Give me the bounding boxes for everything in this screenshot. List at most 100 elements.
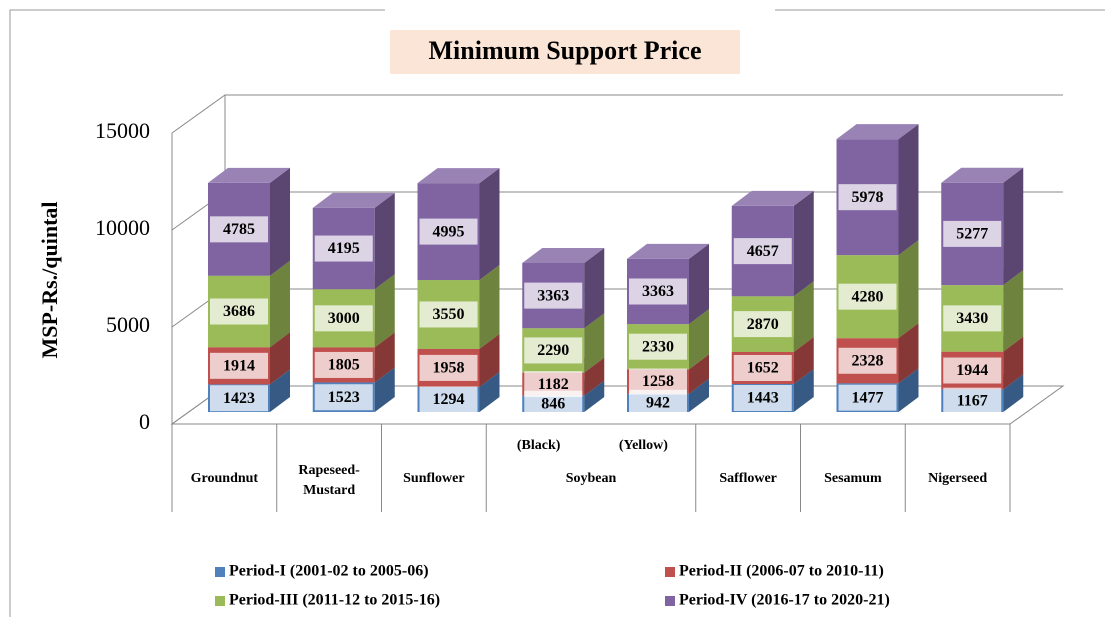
value-label: 1443 xyxy=(747,390,779,407)
bar-side xyxy=(374,274,395,348)
value-label: 1652 xyxy=(747,360,779,377)
floor xyxy=(170,385,1065,425)
bar-side xyxy=(479,333,500,387)
bar-top xyxy=(312,192,395,208)
bar-side xyxy=(584,380,605,412)
bar-top xyxy=(836,124,919,140)
legend-label: Period-II (2006-07 to 2010-11) xyxy=(679,563,884,580)
bar-side xyxy=(689,309,709,370)
value-label-box xyxy=(629,333,687,360)
value-label: 4195 xyxy=(328,240,360,257)
value-label: 5978 xyxy=(852,189,884,206)
value-label-box xyxy=(524,371,583,398)
value-label: 3686 xyxy=(223,303,255,320)
value-label-box xyxy=(524,282,583,309)
x-tick-label: Groundnut xyxy=(191,471,259,486)
value-label-box xyxy=(629,368,687,395)
legend-swatch xyxy=(665,567,675,577)
bar-side xyxy=(270,369,290,412)
value-label: 1182 xyxy=(538,376,569,393)
chart-title: Minimum Support Price xyxy=(429,36,702,65)
value-label: 2328 xyxy=(852,352,884,369)
value-label: 3430 xyxy=(956,310,988,327)
value-label-box xyxy=(733,238,792,265)
value-label-box xyxy=(210,385,268,412)
value-label: 1477 xyxy=(852,389,884,406)
x-tick-label: Rapeseed- Mustard xyxy=(298,463,360,498)
value-label-box xyxy=(838,384,897,411)
x-tick-label-line: Mustard xyxy=(303,483,355,498)
bar-side xyxy=(793,281,814,352)
bar-side xyxy=(1003,336,1024,390)
grid-line xyxy=(171,288,1063,328)
value-label-box xyxy=(314,235,373,262)
bar-top xyxy=(731,190,814,206)
value-label-box xyxy=(210,352,268,379)
value-label: 4995 xyxy=(433,223,465,240)
value-label-box xyxy=(838,184,897,211)
bar-side xyxy=(270,167,290,276)
value-label: 4785 xyxy=(223,221,255,238)
grid-line xyxy=(171,94,1063,134)
value-label: 2330 xyxy=(642,338,674,355)
bar-side xyxy=(584,357,605,396)
bar-side xyxy=(1003,167,1024,286)
value-label: 1423 xyxy=(223,390,255,407)
y-axis-label: MSP-Rs./quintal xyxy=(37,201,62,358)
bar-side xyxy=(479,265,500,349)
bar-side xyxy=(689,378,709,412)
x-tick-label: Nigerseed xyxy=(928,471,987,486)
bar-side xyxy=(374,367,395,412)
bar-side xyxy=(374,332,395,383)
value-label-box xyxy=(943,220,1002,247)
x-sub-label: (Yellow) xyxy=(619,438,668,453)
bar-top xyxy=(208,167,290,183)
bar-top xyxy=(522,247,605,263)
bar-side xyxy=(689,354,709,394)
bar-side xyxy=(793,336,814,385)
value-label: 1258 xyxy=(642,373,674,390)
value-label-box xyxy=(943,357,1002,384)
legend-swatch xyxy=(665,596,675,606)
value-label-box xyxy=(838,347,897,374)
value-label-box xyxy=(524,337,583,364)
value-label: 1167 xyxy=(957,392,988,409)
bar-side xyxy=(270,260,290,348)
value-label: 3363 xyxy=(642,283,674,300)
legend-swatch xyxy=(215,567,225,577)
value-label: 3363 xyxy=(537,287,569,304)
value-label-box xyxy=(314,351,373,378)
bar-side xyxy=(270,332,290,385)
bar-side xyxy=(898,323,919,384)
value-label-box xyxy=(314,305,373,332)
value-label: 2290 xyxy=(537,342,569,359)
value-label: 846 xyxy=(541,395,565,412)
x-group-label: Soybean xyxy=(566,471,617,486)
bar-side xyxy=(584,247,605,329)
value-label: 1958 xyxy=(433,360,465,377)
bar-side xyxy=(479,371,500,412)
x-tick-label: Sesamum xyxy=(824,471,882,486)
value-label-box xyxy=(314,384,373,411)
value-label: 4280 xyxy=(852,288,884,305)
bar-side xyxy=(898,368,919,412)
value-label-box xyxy=(210,216,268,243)
value-label-box xyxy=(838,283,897,310)
bar-side xyxy=(793,369,814,412)
bar-side xyxy=(1003,374,1024,412)
value-label-box xyxy=(210,298,268,325)
value-label: 2870 xyxy=(747,316,779,333)
bar-side xyxy=(1003,270,1024,352)
x-sub-label: (Black) xyxy=(517,438,561,453)
y-tick-label: 10000 xyxy=(95,215,150,240)
value-label: 942 xyxy=(646,395,670,412)
value-label: 1805 xyxy=(328,357,360,374)
y-tick-label: 15000 xyxy=(95,118,150,143)
legend-label: Period-I (2001-02 to 2005-06) xyxy=(229,563,429,580)
x-tick-label-line: Rapeseed- xyxy=(298,463,360,478)
value-label-box xyxy=(419,386,478,413)
bar-top xyxy=(627,243,709,259)
bar-top xyxy=(941,167,1024,183)
x-tick-label: Safflower xyxy=(719,471,777,486)
bar-side xyxy=(793,190,814,297)
